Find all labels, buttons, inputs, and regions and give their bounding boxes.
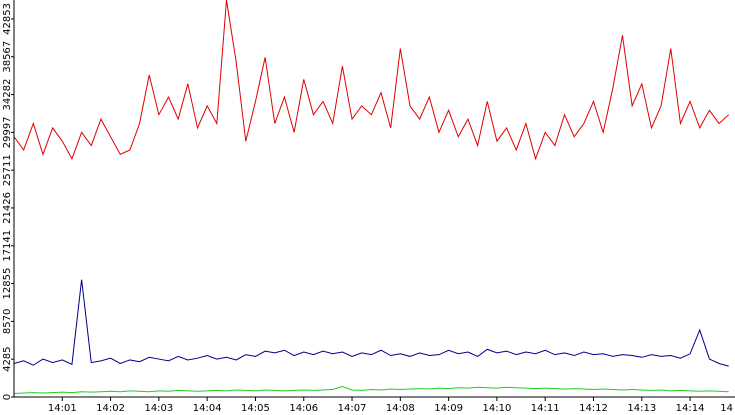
y-tick-label: 12855 (2, 268, 13, 300)
x-tick-label: 14 (720, 403, 733, 414)
y-tick-label: 17141 (2, 230, 13, 262)
y-tick-label: 8570 (2, 309, 13, 334)
y-tick-label: 42853 (2, 3, 13, 35)
y-tick-label: 21426 (2, 192, 13, 224)
x-tick-label: 14:13 (627, 403, 656, 414)
x-tick-label: 14:06 (289, 403, 318, 414)
x-tick-label: 14:02 (96, 403, 125, 414)
x-tick-label: 14:11 (531, 403, 560, 414)
series-line (13, 385, 729, 394)
x-tick-label: 14:03 (144, 403, 173, 414)
x-tick-label: 14:12 (579, 403, 608, 414)
series-line (13, 0, 730, 161)
x-tick-label: 14:05 (241, 403, 270, 414)
x-tick-label: 14:07 (338, 403, 367, 414)
y-tick-label: 0 (2, 394, 13, 400)
x-tick-label: 14:09 (434, 403, 463, 414)
x-tick-label: 14:04 (193, 403, 222, 414)
y-tick-label: 25711 (2, 154, 13, 186)
y-tick-label: 29997 (2, 116, 13, 148)
y-tick-label: 34282 (2, 79, 13, 111)
y-tick-label: 4285 (2, 346, 13, 371)
y-tick-label: 38567 (2, 41, 13, 73)
x-tick-label: 14:10 (483, 403, 512, 414)
x-tick-label: 14:08 (386, 403, 415, 414)
x-tick-label: 14:01 (48, 403, 77, 414)
x-tick-label: 14:14 (676, 403, 705, 414)
series-line (13, 279, 729, 367)
